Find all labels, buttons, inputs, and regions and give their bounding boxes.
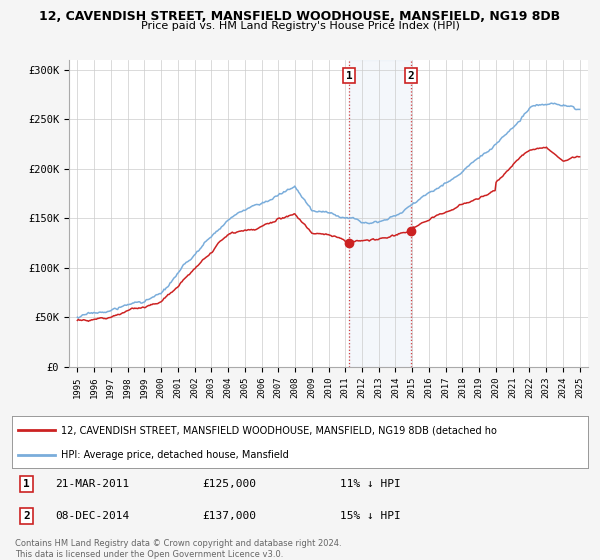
Text: HPI: Average price, detached house, Mansfield: HPI: Average price, detached house, Mans… — [61, 450, 289, 460]
Text: 08-DEC-2014: 08-DEC-2014 — [55, 511, 130, 521]
Text: Price paid vs. HM Land Registry's House Price Index (HPI): Price paid vs. HM Land Registry's House … — [140, 21, 460, 31]
Text: Contains HM Land Registry data © Crown copyright and database right 2024.
This d: Contains HM Land Registry data © Crown c… — [15, 539, 341, 559]
Text: 15% ↓ HPI: 15% ↓ HPI — [340, 511, 401, 521]
Text: 11% ↓ HPI: 11% ↓ HPI — [340, 479, 401, 489]
Text: £125,000: £125,000 — [202, 479, 256, 489]
Text: 2: 2 — [23, 511, 30, 521]
Text: 1: 1 — [346, 71, 352, 81]
Text: 12, CAVENDISH STREET, MANSFIELD WOODHOUSE, MANSFIELD, NG19 8DB: 12, CAVENDISH STREET, MANSFIELD WOODHOUS… — [40, 10, 560, 23]
Text: 1: 1 — [23, 479, 30, 489]
Bar — [349, 60, 411, 367]
Text: 12, CAVENDISH STREET, MANSFIELD WOODHOUSE, MANSFIELD, NG19 8DB (detached ho: 12, CAVENDISH STREET, MANSFIELD WOODHOUS… — [61, 425, 497, 435]
Text: 2: 2 — [407, 71, 415, 81]
Text: 21-MAR-2011: 21-MAR-2011 — [55, 479, 130, 489]
Text: £137,000: £137,000 — [202, 511, 256, 521]
